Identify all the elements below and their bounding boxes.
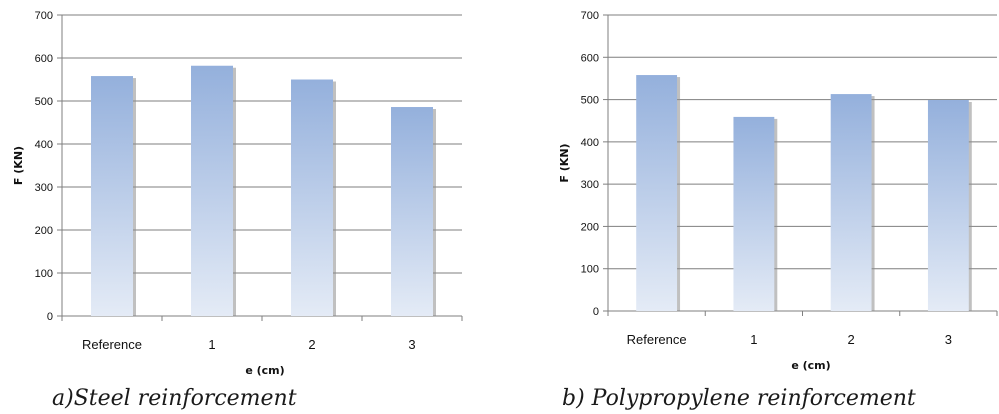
y-tick-label: 0	[593, 306, 599, 318]
x-category-label: 1	[750, 332, 757, 347]
y-tick-label: 300	[581, 179, 599, 191]
y-tick-label: 200	[35, 225, 53, 237]
x-category-label: Reference	[82, 337, 142, 352]
y-tick-label: 700	[35, 10, 53, 22]
bar-3	[927, 99, 969, 311]
x-category-label: 2	[848, 332, 855, 347]
x-category-label: 3	[945, 332, 952, 347]
x-category-label: 2	[308, 337, 315, 352]
y-tick-label: 500	[35, 96, 53, 108]
bar-1	[191, 65, 233, 317]
y-tick-label: 200	[581, 221, 599, 233]
y-tick-label: 100	[35, 268, 53, 280]
y-tick-label: 700	[581, 10, 599, 22]
bar-2	[291, 79, 333, 316]
bar-2	[830, 94, 872, 312]
y-tick-label: 400	[35, 139, 53, 151]
bar-reference	[636, 75, 678, 311]
chart-a-plot: 0 100 200 300 400 500 600 700 Reference 1 2 3 e (cm)…	[12, 10, 463, 377]
chart-b-plot: 0 100 200 300 400 500 600 700 Reference 1 2 3 e (cm)…	[558, 10, 998, 372]
y-tick-label: 600	[35, 53, 53, 65]
x-category-label: 3	[408, 337, 415, 352]
chart-b-caption: b) Polypropylene reinforcement	[562, 386, 916, 411]
y-tick-label: 100	[581, 264, 599, 276]
bar-1	[733, 116, 775, 311]
bar-reference	[91, 76, 133, 316]
x-axis-title: e (cm)	[245, 364, 284, 377]
chart-steel-reinforcement: 0 100 200 300 400 500 600 700 Reference 1 2 3 e (cm)…	[12, 10, 463, 411]
chart-a-caption: a)Steel reinforcement	[52, 386, 297, 411]
x-axis-title: e (cm)	[791, 359, 830, 372]
chart-polypropylene-reinforcement: 0 100 200 300 400 500 600 700 Reference 1 2 3 e (cm)…	[500, 0, 999, 414]
y-tick-label: 0	[47, 311, 53, 323]
y-tick-label: 600	[581, 52, 599, 64]
y-tick-label: 500	[581, 95, 599, 107]
y-axis-title: F (KN)	[558, 143, 571, 182]
y-tick-label: 400	[581, 137, 599, 149]
x-category-label: Reference	[627, 332, 687, 347]
bar-3	[391, 107, 433, 317]
y-tick-label: 300	[35, 182, 53, 194]
y-axis-title: F (KN)	[12, 146, 25, 185]
x-category-label: 1	[208, 337, 215, 352]
